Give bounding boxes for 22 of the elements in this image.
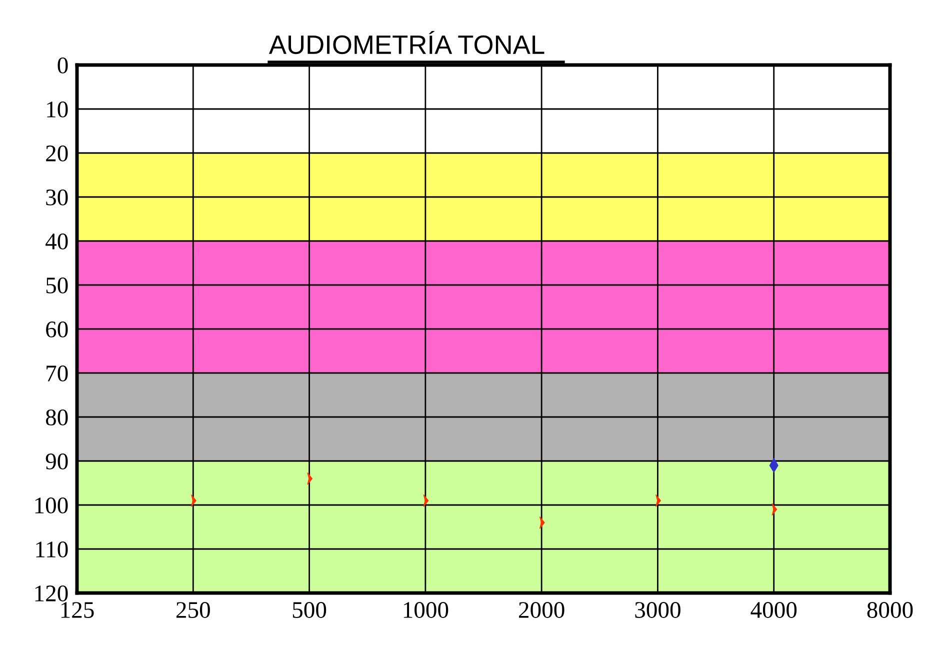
y-tick-label: 70 [46, 365, 68, 382]
y-tick-label: 10 [47, 101, 68, 118]
x-tick-label: 500 [292, 602, 326, 618]
x-tick-label: 2000 [518, 602, 564, 618]
x-tick-label: 8000 [867, 602, 913, 618]
y-tick-label: 20 [46, 145, 68, 162]
y-tick-label: 40 [46, 233, 68, 250]
y-tick-label: 110 [36, 541, 68, 558]
y-tick-label: 90 [46, 453, 68, 470]
y-tick-label: 0 [58, 57, 68, 74]
chart-title: AUDIOMETRÍA TONAL [268, 30, 544, 54]
x-tick-label: 1000 [404, 602, 448, 618]
y-tick-label: 60 [46, 321, 68, 338]
y-tick-label: 80 [46, 409, 68, 426]
y-tick-label: 30 [46, 189, 68, 206]
x-tick-label: 125 [61, 602, 94, 618]
y-tick-label: 50 [46, 277, 68, 294]
x-tick-label: 250 [176, 602, 210, 618]
x-tick-label: 4000 [750, 602, 797, 618]
y-tick-label: 120 [35, 585, 68, 602]
x-tick-label: 3000 [635, 602, 680, 618]
y-tick-label: 100 [35, 497, 68, 514]
